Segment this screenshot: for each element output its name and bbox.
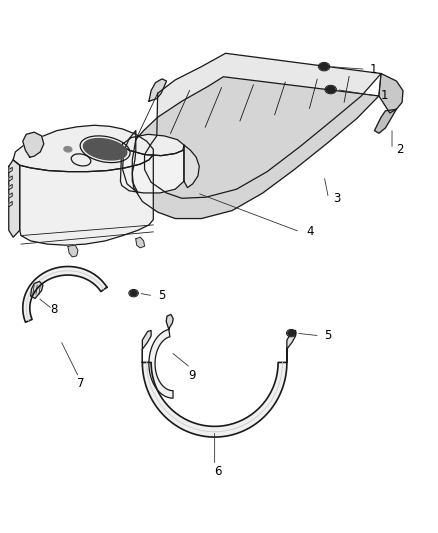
Polygon shape [122, 134, 184, 156]
Ellipse shape [64, 147, 72, 152]
Text: 1: 1 [381, 90, 389, 102]
Polygon shape [132, 77, 379, 219]
Text: 5: 5 [324, 329, 332, 342]
Polygon shape [166, 314, 173, 329]
Polygon shape [374, 109, 396, 133]
Polygon shape [9, 167, 12, 173]
Polygon shape [23, 266, 107, 322]
Text: 6: 6 [215, 465, 222, 478]
Polygon shape [20, 155, 153, 245]
Polygon shape [149, 79, 166, 101]
Polygon shape [9, 160, 20, 237]
Polygon shape [145, 53, 381, 198]
Text: 7: 7 [77, 377, 84, 390]
Ellipse shape [326, 86, 335, 93]
Text: 1: 1 [370, 63, 378, 76]
Polygon shape [136, 237, 145, 248]
Polygon shape [9, 176, 12, 181]
Polygon shape [123, 131, 138, 193]
Text: 9: 9 [188, 369, 196, 382]
Polygon shape [184, 145, 199, 188]
Polygon shape [9, 184, 12, 190]
Text: 2: 2 [396, 143, 404, 156]
Polygon shape [9, 201, 12, 207]
Polygon shape [142, 330, 151, 362]
Polygon shape [142, 362, 287, 437]
Text: 4: 4 [307, 225, 314, 238]
Polygon shape [23, 132, 44, 157]
Ellipse shape [83, 139, 127, 160]
Ellipse shape [130, 290, 137, 296]
Polygon shape [68, 245, 78, 257]
Ellipse shape [288, 330, 295, 336]
Polygon shape [13, 125, 153, 172]
Text: 3: 3 [333, 192, 340, 205]
Text: 8: 8 [50, 303, 58, 316]
Polygon shape [31, 281, 43, 298]
Polygon shape [149, 329, 173, 398]
Polygon shape [9, 193, 12, 198]
Polygon shape [287, 330, 296, 362]
Text: 5: 5 [158, 289, 165, 302]
Polygon shape [120, 145, 184, 193]
Ellipse shape [320, 63, 328, 70]
Polygon shape [379, 74, 403, 113]
